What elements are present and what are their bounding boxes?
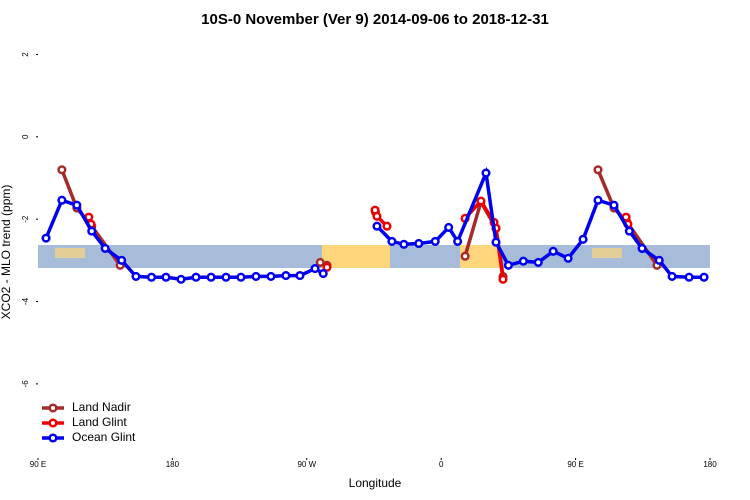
data-point [609,200,619,210]
x-tick-label: 90 W [297,460,316,469]
data-point [87,226,97,236]
data-point [191,272,201,282]
data-point [41,233,51,243]
data-point [533,257,543,267]
data-point [684,272,694,282]
data-point [310,264,320,274]
data-point [637,243,647,253]
data-point [498,274,508,284]
map-land [322,245,390,268]
y-tick-label: -2 [21,215,30,223]
data-point [460,251,470,261]
x-tick-label: 0 [439,460,444,469]
data-point [667,271,677,281]
x-tick-label: 90 E [567,460,583,469]
data-point [372,211,382,221]
data-point [161,272,171,282]
data-point [624,226,634,236]
legend-marker [48,403,58,413]
legend-label: Land Glint [72,415,127,429]
data-point [372,221,382,231]
x-axis-label: Longitude [349,476,402,490]
data-point [593,195,603,205]
data-point [318,268,328,279]
data-point [131,271,141,281]
chart-title: 10S-0 November (Ver 9) 2014-09-06 to 201… [201,11,549,28]
data-point [176,274,186,284]
data-point [518,256,528,266]
x-tick-label: 180 [703,460,717,469]
data-point [100,243,110,253]
data-point [476,196,486,206]
data-point [57,165,67,175]
data-point [57,195,67,205]
legend-marker [48,433,58,443]
data-point [382,221,392,231]
data-point [481,168,491,178]
data-point [266,271,276,281]
y-tick-label: -6 [21,380,30,388]
data-point [444,222,454,232]
data-point [654,255,664,265]
map-land [592,248,622,258]
data-point [206,272,216,282]
data-point [430,236,440,246]
data-point [236,272,246,282]
data-point [322,262,332,272]
data-point [593,165,603,175]
data-point [281,271,291,281]
x-tick-label: 90 E [30,460,46,469]
data-point [72,200,82,210]
map-land [55,248,85,258]
data-point [503,260,513,270]
data-point [578,234,588,244]
data-point [453,236,463,246]
data-point [548,246,558,256]
x-tick-label: 180 [166,460,180,469]
data-point [414,238,424,249]
data-point [117,255,127,265]
y-tick-label: 0 [21,134,30,139]
legend-label: Ocean Glint [72,430,136,444]
data-point [295,271,305,281]
y-axis-label: XCO2 - MLO trend (ppm) [0,185,13,320]
y-tick-label: 2 [21,52,30,57]
map-land [460,245,500,268]
data-point [387,236,397,246]
data-point [251,271,261,281]
data-point [563,253,573,263]
data-point [399,239,409,249]
y-tick-label: -4 [21,297,30,305]
legend-marker [48,418,58,428]
data-point [699,272,709,282]
legend-label: Land Nadir [72,400,131,414]
data-point [146,272,157,282]
data-point [491,237,501,247]
data-point [221,272,231,282]
